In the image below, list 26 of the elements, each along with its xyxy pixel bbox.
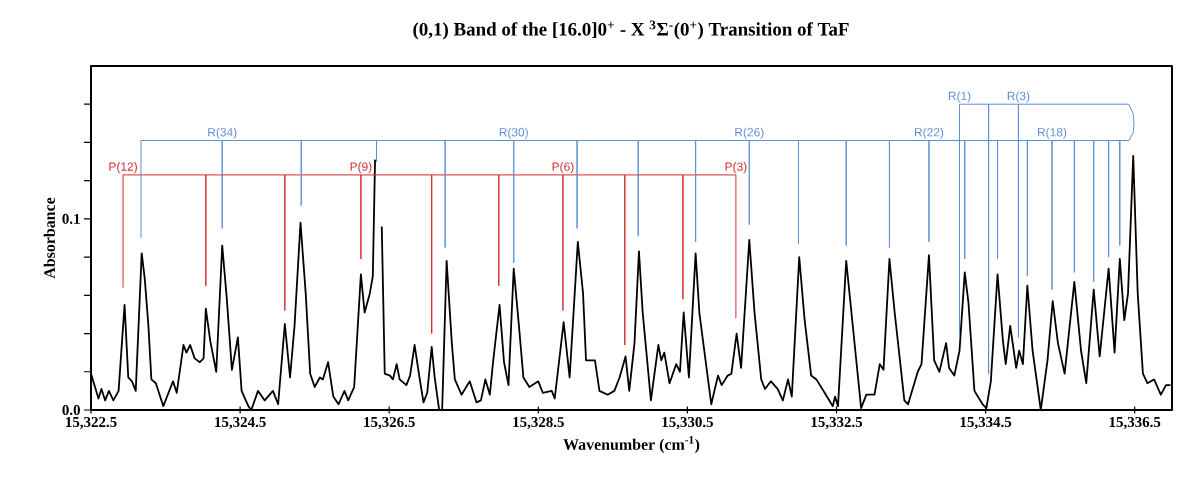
x-tick-label: 15,330.5 — [662, 417, 714, 430]
annotation: P(6) — [552, 162, 574, 174]
x-tick-label: 15,332.5 — [811, 417, 863, 430]
x-tick-label: 15,336.5 — [1109, 417, 1161, 430]
annotation: R(1) — [948, 91, 971, 103]
annotation: R(34) — [208, 127, 237, 139]
chart-title: (0,1) Band of the [16.0]0$^{+}$ - X $^{3}$Σ$^{-}$(0$^{+}$) Transition of TaF — [413, 20, 849, 40]
annotation: R(26) — [735, 127, 764, 139]
x-tick-label: 15,324.5 — [215, 417, 266, 430]
y-axis-title: Absorbance — [43, 197, 55, 279]
y-tick-label: 0.1 — [62, 213, 80, 224]
annotation: R(22) — [914, 127, 944, 139]
x-tick-label: 15,326.5 — [364, 417, 415, 430]
annotation: R(3) — [1007, 91, 1030, 103]
y-tick-label: 0.0 — [62, 404, 80, 416]
line-series — [140, 103, 1135, 375]
annotation: P(3) — [725, 162, 747, 174]
x-tick-label: 15,328.5 — [513, 417, 564, 430]
annotation: R(18) — [1038, 127, 1067, 139]
annotation: P(9) — [350, 162, 372, 174]
x-tick-label: 15,334.5 — [960, 417, 1012, 430]
annotation: P(12) — [109, 162, 137, 174]
x-tick-label: 15,322.5 — [66, 417, 117, 430]
x-axis-title: Wavenumber (cm$^{-1}$) — [563, 436, 700, 454]
annotation: R(30) — [499, 127, 528, 139]
line-series — [122, 174, 737, 346]
